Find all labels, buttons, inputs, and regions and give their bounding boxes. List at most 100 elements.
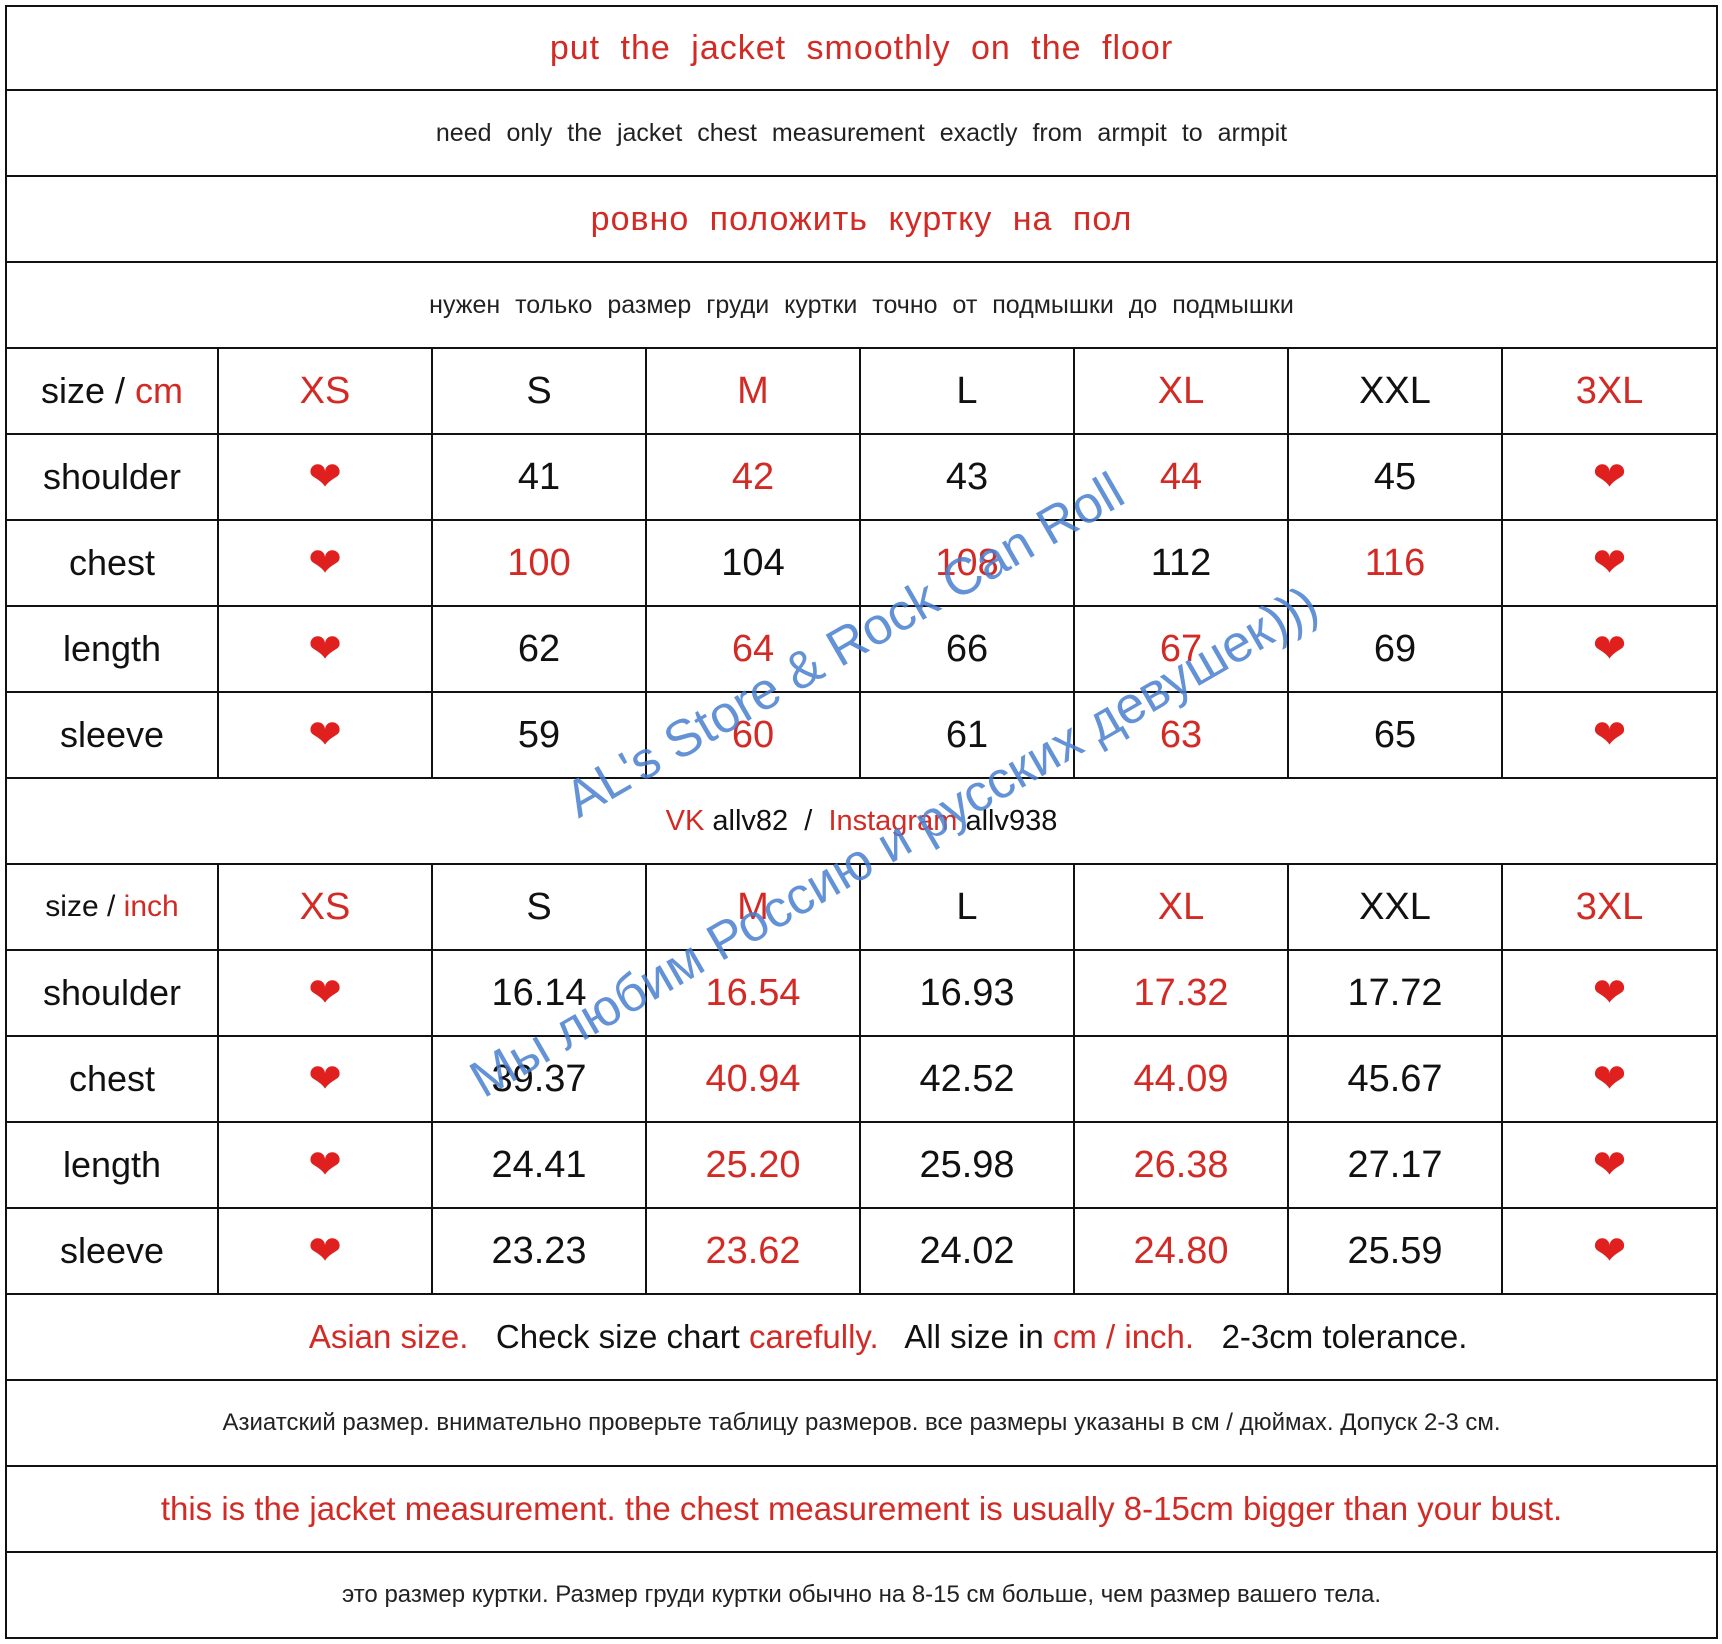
size-header-3xl: 3XL xyxy=(1503,349,1718,435)
warning-en-row: this is the jacket measurement. the ches… xyxy=(5,1467,1718,1553)
measurement-label: sleeve xyxy=(5,1209,219,1295)
measurement-value: 61 xyxy=(861,693,1075,779)
measurement-value: 42.52 xyxy=(861,1037,1075,1123)
measurement-label: shoulder xyxy=(5,951,219,1037)
measurement-value: 43 xyxy=(861,435,1075,521)
instruction-en-detail: need only the jacket chest measurement e… xyxy=(435,118,1288,147)
heart-icon: ❤ xyxy=(1503,435,1718,521)
warning-ru-row: это размер куртки. Размер груди куртки о… xyxy=(5,1553,1718,1639)
measurement-value: 116 xyxy=(1289,521,1503,607)
instruction-ru-detail-row: нужен только размер груди куртки точно о… xyxy=(5,263,1718,349)
instagram-label: Instagram xyxy=(828,804,958,837)
heart-icon: ❤ xyxy=(219,1037,433,1123)
size-header-l: L xyxy=(861,349,1075,435)
measurement-row-sleeve: sleeve ❤ 23.23 23.62 24.02 24.80 25.59 ❤ xyxy=(5,1209,1718,1295)
measurement-value: 26.38 xyxy=(1075,1123,1289,1209)
note-check-chart: Check size chart xyxy=(468,1318,750,1355)
social-row: VK allv82 / Instagram allv938 xyxy=(5,779,1718,865)
measurement-value: 24.80 xyxy=(1075,1209,1289,1295)
size-header-s: S xyxy=(433,349,647,435)
unit-label: cm xyxy=(135,370,184,411)
measurement-value: 100 xyxy=(433,521,647,607)
size-header-l: L xyxy=(861,865,1075,951)
warning-en: this is the jacket measurement. the ches… xyxy=(160,1490,1563,1527)
heart-icon: ❤ xyxy=(219,521,433,607)
measurement-value: 63 xyxy=(1075,693,1289,779)
size-header-xl: XL xyxy=(1075,865,1289,951)
measurement-value: 65 xyxy=(1289,693,1503,779)
size-prefix: size / xyxy=(40,370,136,411)
notes-ru: Азиатский размер. внимательно проверьте … xyxy=(222,1409,1501,1436)
measurement-label: chest xyxy=(5,521,219,607)
measurement-row-chest: chest ❤ 100 104 108 112 116 ❤ xyxy=(5,521,1718,607)
measurement-value: 45 xyxy=(1289,435,1503,521)
measurement-value: 25.98 xyxy=(861,1123,1075,1209)
unit-header-cell: size / inch xyxy=(5,865,219,951)
measurement-value: 112 xyxy=(1075,521,1289,607)
instruction-en-detail-row: need only the jacket chest measurement e… xyxy=(5,91,1718,177)
size-header-xxl: XXL xyxy=(1289,349,1503,435)
size-header-3xl: 3XL xyxy=(1503,865,1718,951)
measurement-value: 41 xyxy=(433,435,647,521)
vk-handle: allv82 / xyxy=(704,804,829,837)
measurement-value: 24.41 xyxy=(433,1123,647,1209)
size-header-xs: XS xyxy=(219,865,433,951)
note-carefully: carefully. xyxy=(749,1318,879,1355)
measurement-value: 16.14 xyxy=(433,951,647,1037)
warning-ru: это размер куртки. Размер груди куртки о… xyxy=(341,1581,1381,1608)
instagram-handle: allv938 xyxy=(957,804,1058,837)
size-chart: put the jacket smoothly on the floor nee… xyxy=(5,5,1718,1639)
heart-icon: ❤ xyxy=(1503,521,1718,607)
heart-icon: ❤ xyxy=(1503,1123,1718,1209)
measurement-value: 24.02 xyxy=(861,1209,1075,1295)
size-header-xxl: XXL xyxy=(1289,865,1503,951)
instruction-en-title-row: put the jacket smoothly on the floor xyxy=(5,5,1718,91)
measurement-label: chest xyxy=(5,1037,219,1123)
measurement-row-sleeve: sleeve ❤ 59 60 61 63 65 ❤ xyxy=(5,693,1718,779)
note-units: cm / inch. xyxy=(1052,1318,1195,1355)
measurement-value: 17.32 xyxy=(1075,951,1289,1037)
measurement-value: 23.62 xyxy=(647,1209,861,1295)
measurement-value: 39.37 xyxy=(433,1037,647,1123)
instruction-ru-title: ровно положить куртку на пол xyxy=(590,199,1133,238)
size-header-xs: XS xyxy=(219,349,433,435)
vk-label: VK xyxy=(665,804,705,837)
notes-en-row: Asian size. Check size chart carefully. … xyxy=(5,1295,1718,1381)
measurement-value: 27.17 xyxy=(1289,1123,1503,1209)
notes-ru-row: Азиатский размер. внимательно проверьте … xyxy=(5,1381,1718,1467)
instruction-ru-detail: нужен только размер груди куртки точно о… xyxy=(429,290,1294,319)
heart-icon: ❤ xyxy=(1503,1209,1718,1295)
measurement-value: 42 xyxy=(647,435,861,521)
size-header-xl: XL xyxy=(1075,349,1289,435)
heart-icon: ❤ xyxy=(219,1209,433,1295)
instruction-ru-title-row: ровно положить куртку на пол xyxy=(5,177,1718,263)
heart-icon: ❤ xyxy=(219,607,433,693)
measurement-row-shoulder: shoulder ❤ 16.14 16.54 16.93 17.32 17.72 ❤ xyxy=(5,951,1718,1037)
unit-label: inch xyxy=(123,890,179,923)
size-header-s: S xyxy=(433,865,647,951)
size-header-row: size / cm XS S M L XL XXL 3XL xyxy=(5,349,1718,435)
measurement-row-length: length ❤ 24.41 25.20 25.98 26.38 27.17 ❤ xyxy=(5,1123,1718,1209)
measurement-value: 16.93 xyxy=(861,951,1075,1037)
measurement-value: 25.59 xyxy=(1289,1209,1503,1295)
heart-icon: ❤ xyxy=(219,435,433,521)
measurement-label: sleeve xyxy=(5,693,219,779)
measurement-value: 64 xyxy=(647,607,861,693)
measurement-value: 67 xyxy=(1075,607,1289,693)
size-header-row: size / inch XS S M L XL XXL 3XL xyxy=(5,865,1718,951)
heart-icon: ❤ xyxy=(1503,951,1718,1037)
heart-icon: ❤ xyxy=(219,951,433,1037)
measurement-value: 69 xyxy=(1289,607,1503,693)
inch-table: size / inch XS S M L XL XXL 3XL shoulder ❤ 16.14 16… xyxy=(5,865,1718,1295)
heart-icon: ❤ xyxy=(219,1123,433,1209)
measurement-value: 17.72 xyxy=(1289,951,1503,1037)
instruction-en-title: put the jacket smoothly on the floor xyxy=(549,28,1174,67)
measurement-row-length: length ❤ 62 64 66 67 69 ❤ xyxy=(5,607,1718,693)
measurement-value: 66 xyxy=(861,607,1075,693)
note-asian-size: Asian size. xyxy=(308,1318,469,1355)
measurement-value: 25.20 xyxy=(647,1123,861,1209)
heart-icon: ❤ xyxy=(1503,693,1718,779)
measurement-value: 104 xyxy=(647,521,861,607)
measurement-value: 59 xyxy=(433,693,647,779)
size-header-m: M xyxy=(647,865,861,951)
